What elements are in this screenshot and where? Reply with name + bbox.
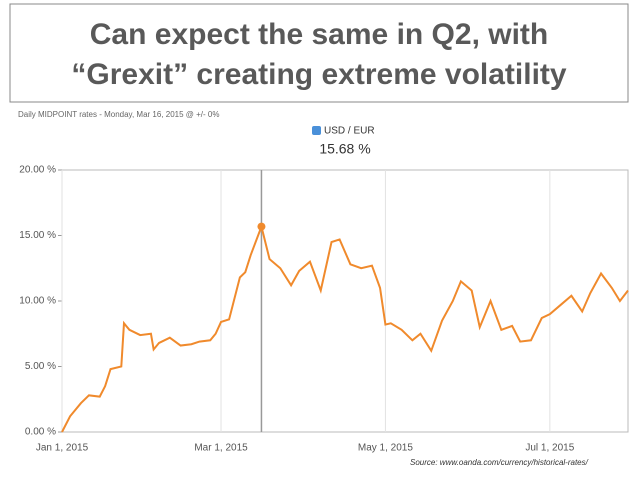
y-tick-label: 0.00 % xyxy=(25,427,56,438)
title-line: Can expect the same in Q2, with xyxy=(90,18,548,51)
readout-value: 15.68 % xyxy=(319,141,370,157)
x-tick-label: Jul 1, 2015 xyxy=(525,443,574,454)
y-tick-label: 15.00 % xyxy=(19,230,56,241)
line-series xyxy=(61,223,629,433)
plot-frame xyxy=(61,169,629,433)
source: Source: www.oanda.com/currency/historica… xyxy=(410,458,589,467)
legend-checkbox xyxy=(312,126,321,135)
y-tick-label: 20.00 % xyxy=(19,165,56,176)
x-tick-label: Mar 1, 2015 xyxy=(194,443,248,454)
y-tick-label: 10.00 % xyxy=(19,296,56,307)
y-tick-label: 5.00 % xyxy=(25,361,56,372)
title-line: “Grexit” creating extreme volatility xyxy=(71,58,567,91)
legend-label: USD / EUR xyxy=(324,126,375,137)
x-tick-label: May 1, 2015 xyxy=(358,443,413,454)
subtitle: Daily MIDPOINT rates - Monday, Mar 16, 2… xyxy=(18,110,219,119)
x-tick-label: Jan 1, 2015 xyxy=(36,443,89,454)
readout-point xyxy=(257,222,266,231)
title-box xyxy=(9,3,629,103)
